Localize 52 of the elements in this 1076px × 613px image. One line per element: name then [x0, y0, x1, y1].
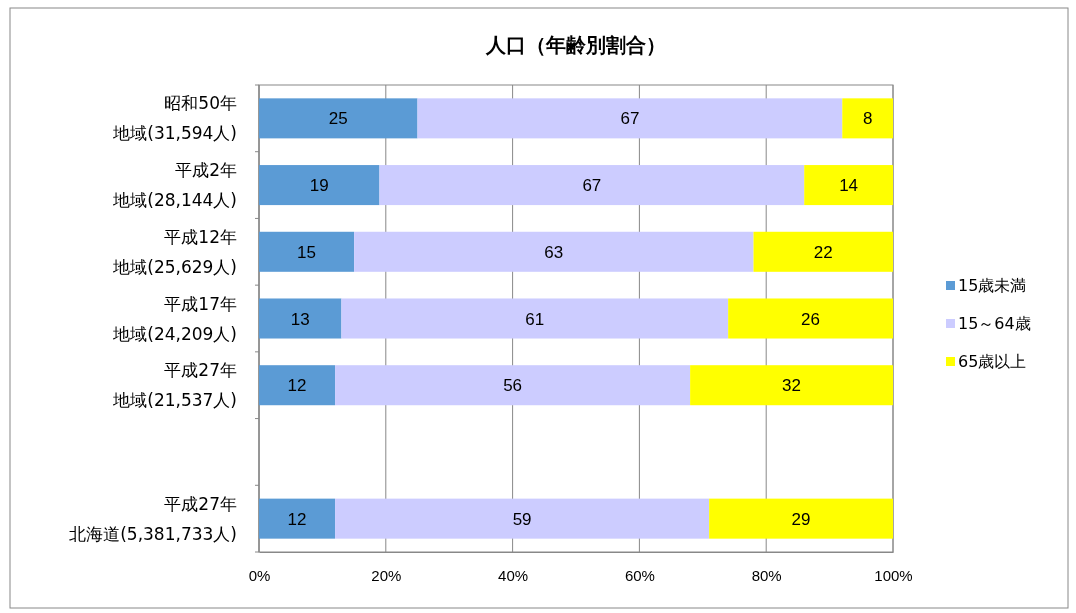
bar: [379, 165, 805, 206]
bar: [259, 365, 336, 406]
bar: [417, 98, 843, 139]
x-tick-label: 20%: [371, 566, 402, 584]
y-tick-label: 平成12年地域(25,629人): [112, 226, 237, 277]
bar: [335, 498, 710, 539]
data-label: 29: [791, 509, 811, 529]
x-tick-label: 40%: [498, 566, 529, 584]
data-label: 67: [582, 176, 602, 196]
y-tick-label: 平成2年地域(28,144人): [112, 160, 237, 211]
data-label: 22: [813, 242, 833, 262]
legend-label: 15～64歳: [958, 314, 1031, 333]
x-tick-label: 80%: [751, 566, 782, 584]
bar: [259, 98, 418, 139]
data-label: 12: [287, 376, 307, 396]
data-label: 14: [839, 176, 859, 196]
legend-label: 15歳未満: [958, 276, 1027, 295]
data-label: 32: [782, 376, 802, 396]
x-tick-label: 0%: [248, 566, 271, 584]
legend-label: 65歳以上: [958, 352, 1027, 371]
data-label: 59: [512, 509, 532, 529]
y-tick-label: 平成27年北海道(5,381,733人): [69, 493, 237, 544]
data-label: 12: [287, 509, 307, 529]
bar: [341, 298, 729, 339]
bar: [354, 231, 754, 272]
data-label: 13: [290, 309, 310, 329]
y-tick-label: 昭和50年地域(31,594人): [112, 93, 237, 144]
data-label: 8: [862, 109, 873, 129]
data-label: 63: [544, 242, 564, 262]
bar: [753, 231, 893, 272]
data-label: 19: [309, 176, 329, 196]
bar: [728, 298, 893, 339]
x-tick-label: 100%: [874, 566, 913, 584]
data-label: 15: [297, 242, 317, 262]
data-label: 67: [620, 109, 640, 129]
y-tick-label: 平成17年地域(24,209人): [112, 293, 237, 344]
bar: [259, 231, 355, 272]
bar: [690, 365, 893, 406]
data-label: 61: [525, 309, 545, 329]
bar: [804, 165, 893, 206]
bar: [335, 365, 691, 406]
data-label: 56: [503, 376, 523, 396]
bar: [709, 498, 893, 539]
y-tick-label: 平成27年地域(21,537人): [112, 360, 237, 411]
bar: [259, 298, 342, 339]
data-label: 25: [328, 109, 348, 129]
data-label: 26: [801, 309, 821, 329]
bar: [259, 498, 336, 539]
bar: [259, 165, 380, 206]
bar: [842, 98, 893, 139]
chart-title: 人口（年齢別割合）: [485, 33, 666, 57]
x-tick-label: 60%: [624, 566, 655, 584]
